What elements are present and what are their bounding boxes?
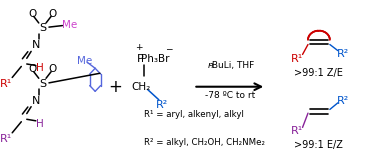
Text: O: O — [49, 64, 57, 74]
Text: R²: R² — [337, 95, 349, 106]
Text: H: H — [36, 63, 43, 73]
Text: >99:1 E/Z: >99:1 E/Z — [294, 140, 343, 150]
Text: S: S — [39, 23, 46, 33]
Text: R¹: R¹ — [0, 79, 12, 89]
Text: O: O — [49, 9, 57, 19]
Text: R¹: R¹ — [291, 54, 303, 64]
Text: R¹: R¹ — [0, 134, 12, 144]
Text: N: N — [32, 95, 40, 106]
Text: H: H — [36, 119, 43, 129]
Text: -BuLi, THF: -BuLi, THF — [209, 61, 254, 70]
Text: CH₂: CH₂ — [131, 82, 150, 92]
Text: O: O — [28, 9, 36, 19]
Text: P: P — [137, 54, 144, 64]
Text: Ph₃Br: Ph₃Br — [141, 54, 170, 64]
Text: +: + — [108, 78, 122, 96]
Text: −: − — [165, 45, 173, 54]
Text: S: S — [39, 79, 46, 89]
Text: O: O — [28, 64, 36, 74]
Text: Me: Me — [77, 56, 92, 66]
Text: >99:1 Z/E: >99:1 Z/E — [294, 68, 343, 78]
Text: R¹ = aryl, alkenyl, alkyl: R¹ = aryl, alkenyl, alkyl — [144, 110, 244, 119]
Text: R² = alkyl, CH₂OH, CH₂NMe₂: R² = alkyl, CH₂OH, CH₂NMe₂ — [144, 137, 265, 146]
Text: R²: R² — [337, 49, 349, 60]
Text: N: N — [32, 40, 40, 50]
Text: -78 ºC to rt: -78 ºC to rt — [205, 91, 255, 100]
Text: R¹: R¹ — [291, 126, 303, 136]
Text: n: n — [208, 61, 214, 70]
Text: R²: R² — [156, 100, 168, 110]
Text: Me: Me — [62, 20, 77, 30]
Text: +: + — [135, 43, 143, 52]
